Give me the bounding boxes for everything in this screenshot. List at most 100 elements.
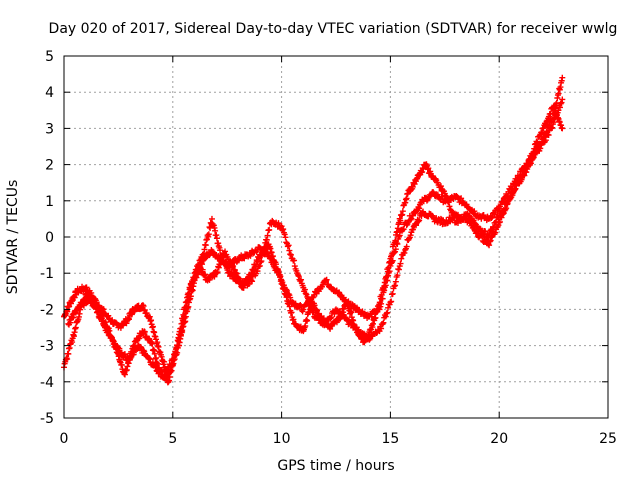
data-point-fill bbox=[192, 274, 199, 281]
data-point-fill bbox=[83, 284, 90, 291]
y-tick-label: 4 bbox=[45, 85, 54, 101]
data-point-fill bbox=[530, 154, 537, 161]
data-point-fill bbox=[383, 273, 390, 280]
data-point-fill bbox=[392, 282, 399, 289]
data-point-fill bbox=[403, 243, 410, 250]
data-point-fill bbox=[372, 314, 379, 321]
grid-layer bbox=[64, 56, 608, 418]
data-point-fill bbox=[376, 299, 383, 306]
data-point-fill bbox=[451, 214, 458, 221]
data-point-fill bbox=[179, 327, 186, 334]
data-point-fill bbox=[284, 243, 291, 250]
data-point-fill bbox=[378, 325, 385, 332]
data-point-fill bbox=[445, 199, 452, 206]
data-point-fill bbox=[65, 350, 72, 357]
x-tick-label: 10 bbox=[273, 431, 291, 447]
y-tick-label: 0 bbox=[45, 230, 54, 246]
data-layer bbox=[61, 74, 566, 386]
x-tick-label: 0 bbox=[60, 431, 69, 447]
data-point-fill bbox=[415, 218, 422, 225]
data-point-fill bbox=[125, 316, 132, 323]
data-point-fill bbox=[399, 208, 406, 215]
data-point-fill bbox=[527, 160, 534, 167]
data-point-fill bbox=[402, 246, 409, 253]
data-point-fill bbox=[287, 251, 294, 258]
data-point-fill bbox=[88, 289, 95, 296]
data-point-fill bbox=[292, 300, 299, 307]
data-point-fill bbox=[228, 259, 235, 266]
x-axis-label: GPS time / hours bbox=[277, 458, 394, 474]
data-point-fill bbox=[540, 124, 547, 131]
data-point-fill bbox=[537, 145, 544, 152]
data-point-fill bbox=[202, 242, 209, 249]
data-point-fill bbox=[491, 211, 498, 218]
data-point-fill bbox=[534, 139, 541, 146]
data-point bbox=[559, 96, 566, 103]
data-point-fill bbox=[185, 291, 192, 298]
x-tick-label: 25 bbox=[599, 431, 617, 447]
data-point-fill bbox=[538, 129, 545, 136]
data-point-fill bbox=[254, 268, 261, 275]
data-point-fill bbox=[545, 132, 552, 139]
data-point-fill bbox=[471, 208, 478, 215]
data-point-fill bbox=[305, 296, 312, 303]
data-point-fill bbox=[395, 266, 402, 273]
x-tick-label: 5 bbox=[168, 431, 177, 447]
y-tick-label: -4 bbox=[40, 375, 54, 391]
data-point-fill bbox=[555, 90, 562, 97]
y-tick-label: 5 bbox=[45, 49, 54, 65]
data-point-fill bbox=[285, 242, 292, 249]
data-point-fill bbox=[383, 310, 390, 317]
data-point bbox=[398, 255, 405, 262]
data-point-fill bbox=[482, 228, 489, 235]
data-point-fill bbox=[394, 272, 401, 279]
y-tick-label: -5 bbox=[40, 411, 54, 427]
data-point-fill bbox=[287, 251, 294, 258]
data-point-fill bbox=[416, 205, 423, 212]
data-point-fill bbox=[392, 237, 399, 244]
data-point-fill bbox=[416, 217, 423, 224]
data-point-fill bbox=[444, 198, 451, 205]
data-point-fill bbox=[512, 186, 519, 193]
y-tick-label: 2 bbox=[45, 158, 54, 174]
data-point-fill bbox=[556, 104, 563, 111]
data-point-fill bbox=[521, 172, 528, 179]
data-point-fill bbox=[409, 226, 416, 233]
data-point-fill bbox=[218, 259, 225, 266]
data-point-fill bbox=[391, 283, 398, 290]
data-point-fill bbox=[407, 232, 414, 239]
data-point-fill bbox=[495, 216, 502, 223]
data-point-fill bbox=[247, 252, 254, 259]
y-tick-label: 3 bbox=[45, 121, 54, 137]
data-point-fill bbox=[389, 290, 396, 297]
data-point-fill bbox=[281, 231, 288, 238]
y-tick-label: -2 bbox=[40, 302, 54, 318]
data-point-fill bbox=[443, 193, 450, 200]
data-point-fill bbox=[523, 169, 530, 176]
y-tick-label: -1 bbox=[40, 266, 54, 282]
data-point-fill bbox=[213, 235, 220, 242]
data-point-fill bbox=[533, 138, 540, 145]
data-point-fill bbox=[531, 145, 538, 152]
data-point-fill bbox=[368, 313, 375, 320]
data-point-fill bbox=[389, 250, 396, 257]
data-point-fill bbox=[492, 219, 499, 226]
data-point-fill bbox=[385, 304, 392, 311]
data-point-fill bbox=[214, 269, 221, 276]
data-point bbox=[208, 215, 215, 222]
data-point-fill bbox=[500, 206, 507, 213]
data-point-fill bbox=[392, 278, 399, 285]
data-point-fill bbox=[384, 309, 391, 316]
data-point-fill bbox=[298, 276, 305, 283]
data-point-fill bbox=[264, 232, 271, 239]
y-tick-label: -3 bbox=[40, 339, 54, 355]
data-point-fill bbox=[450, 211, 457, 218]
series-track-c bbox=[65, 96, 566, 382]
data-point-fill bbox=[551, 115, 558, 122]
data-point-fill bbox=[283, 239, 290, 246]
data-point bbox=[559, 125, 566, 132]
data-point-fill bbox=[328, 314, 335, 321]
data-point-fill bbox=[557, 100, 564, 107]
data-point-fill bbox=[473, 229, 480, 236]
data-point-fill bbox=[401, 249, 408, 256]
